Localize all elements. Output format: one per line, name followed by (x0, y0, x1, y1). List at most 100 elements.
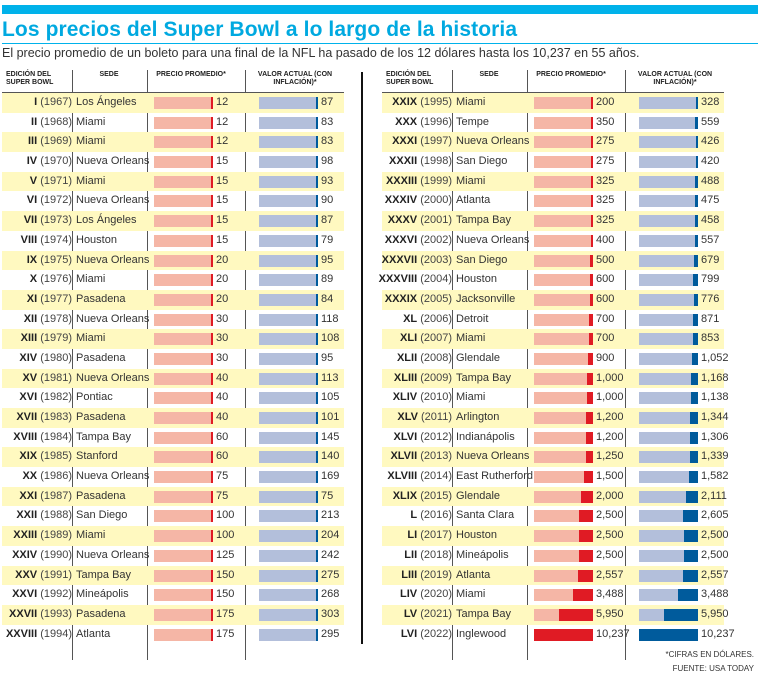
venue-cell: Detroit (456, 312, 489, 325)
price-bar (534, 471, 593, 484)
column-rule (72, 70, 73, 660)
table-row: XV (1981) Nueva Orleans 40 113 (2, 368, 344, 389)
edition-cell: XXXV (2001) (388, 211, 452, 231)
value-bar (639, 215, 698, 228)
price-bar-fill (578, 549, 593, 562)
edition-year: (1999) (420, 174, 452, 187)
price-bar (534, 352, 593, 365)
price-bar (154, 97, 213, 109)
edition-cell: VI (1972) (27, 191, 72, 211)
inflation-value: 75 (321, 489, 334, 502)
venue-cell: Atlanta (456, 194, 491, 207)
page-subtitle: El precio promedio de un boleto para una… (2, 46, 640, 60)
value-bar (639, 156, 698, 169)
value-bar-fill (691, 352, 698, 365)
value-bar (259, 116, 318, 129)
value-bar-fill (694, 116, 698, 129)
venue-cell: Miami (76, 135, 106, 148)
price-value: 275 (596, 155, 615, 168)
edition-number: LII (404, 548, 418, 561)
value-bar (259, 549, 318, 562)
table-row: XII (1978) Nueva Orleans 30 118 (2, 310, 344, 330)
edition-number: IX (26, 253, 38, 266)
edition-cell: XLVII (2013) (390, 447, 452, 467)
edition-number: XVII (16, 411, 38, 423)
edition-cell: XL (2006) (403, 310, 452, 330)
price-bar-fill (585, 451, 593, 464)
price-bar-fill (211, 372, 213, 385)
title-rule (2, 43, 758, 44)
venue-cell: Inglewood (456, 627, 507, 640)
price-bar (534, 549, 593, 562)
edition-cell: XLIV (2010) (393, 388, 452, 408)
table-row: XVI (1982) Pontiac 40 105 (2, 388, 344, 408)
header-edition: Edición del Super Bowl (386, 71, 434, 86)
edition-year: (2012) (420, 430, 452, 443)
table-row: XI (1977) Pasadena 20 84 (2, 289, 344, 310)
edition-year: (2014) (420, 470, 452, 483)
venue-cell: Pasadena (76, 411, 126, 423)
value-bar (639, 234, 698, 247)
value-bar (259, 589, 318, 602)
table-row: III (1969) Miami 12 83 (2, 132, 344, 153)
value-bar (259, 293, 318, 306)
table-row: LIII (2019) Atlanta 2,557 2,557 (382, 565, 729, 586)
inflation-value: 242 (321, 548, 340, 561)
price-value: 150 (216, 588, 235, 601)
price-value: 30 (216, 351, 229, 364)
table-header: Edición del Super Bowl Sede Precio prome… (382, 70, 724, 93)
value-bar-fill (691, 392, 698, 405)
edition-number: XLII (396, 351, 418, 364)
price-value: 150 (216, 568, 235, 581)
table-row: XVIII (1984) Tampa Bay 60 145 (2, 428, 344, 448)
price-value: 400 (596, 233, 615, 246)
edition-year: (1989) (40, 529, 72, 542)
price-value: 2,500 (596, 548, 624, 561)
venue-cell: Miami (76, 273, 106, 286)
column-rule (147, 70, 148, 660)
price-bar-fill (591, 215, 593, 228)
edition-cell: III (1969) (28, 132, 72, 152)
price-bar (534, 569, 593, 582)
inflation-value: 83 (321, 135, 334, 148)
price-bar-fill (211, 156, 213, 169)
edition-year: (2022) (420, 627, 452, 640)
price-bar-fill (211, 412, 213, 424)
value-bar (259, 412, 318, 424)
edition-number: XXXVI (384, 233, 418, 246)
edition-number: LIII (401, 568, 418, 581)
price-bar-fill (211, 313, 213, 326)
table-row: X (1976) Miami 20 89 (2, 270, 344, 290)
price-bar-fill (211, 589, 213, 602)
edition-number: XXXV (387, 214, 418, 227)
value-bar-fill (316, 431, 318, 444)
venue-cell: Miami (76, 529, 106, 542)
value-bar-fill (691, 372, 698, 385)
value-bar (259, 175, 318, 188)
edition-number: XV (22, 371, 38, 384)
edition-cell: XXVI (1992) (12, 585, 72, 605)
inflation-value: 108 (321, 332, 340, 345)
venue-cell: Tempe (456, 115, 490, 128)
inflation-value: 475 (701, 194, 720, 207)
table-row: XL (2006) Detroit 700 871 (382, 310, 724, 330)
price-value: 15 (216, 174, 229, 187)
table-row: IV (1970) Nueva Orleans 15 98 (2, 152, 344, 172)
price-value: 5,950 (596, 607, 624, 620)
value-bar-fill (316, 569, 318, 582)
venue-cell: Stanford (76, 450, 118, 463)
value-bar (639, 412, 698, 424)
table-row: XLVIII (2014) East Rutherford 1,500 1,58… (382, 467, 729, 487)
inflation-value: 118 (321, 312, 339, 325)
edition-number: XIX (19, 450, 38, 463)
price-value: 2,500 (596, 509, 624, 522)
edition-year: (2016) (420, 509, 452, 522)
edition-number: XXVIII (5, 627, 38, 640)
edition-number: XXXIV (384, 194, 418, 207)
price-value: 30 (216, 312, 229, 325)
value-bar (259, 372, 318, 385)
price-bar (534, 254, 593, 267)
edition-year: (2021) (420, 607, 452, 620)
value-bar-fill (316, 530, 318, 543)
edition-year: (1998) (420, 155, 452, 168)
